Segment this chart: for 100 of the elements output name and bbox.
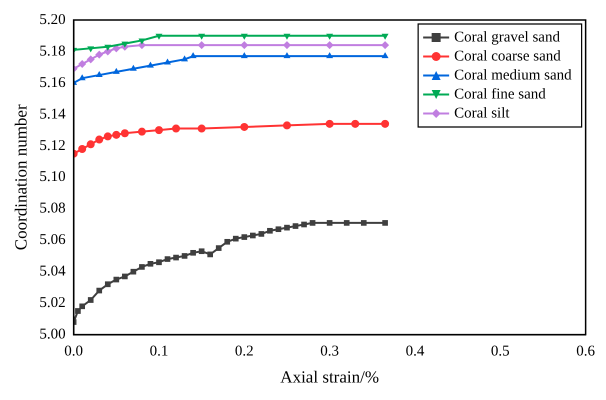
point	[190, 52, 197, 58]
y-tick-label: 5.04	[39, 264, 66, 280]
point	[130, 268, 136, 275]
x-tick-label: 0.4	[406, 344, 425, 360]
point	[96, 71, 103, 78]
point	[240, 34, 248, 40]
point	[276, 226, 282, 232]
point	[138, 128, 146, 136]
point	[112, 130, 120, 139]
point	[310, 220, 316, 226]
point	[96, 288, 102, 294]
point	[120, 129, 129, 138]
point	[75, 308, 81, 314]
point	[240, 122, 248, 131]
point	[326, 34, 334, 40]
point	[78, 74, 86, 80]
point	[112, 68, 120, 74]
point	[284, 34, 290, 40]
point	[360, 220, 367, 226]
point	[78, 144, 86, 153]
point	[292, 223, 298, 229]
point	[381, 41, 390, 50]
point	[190, 250, 196, 256]
point	[87, 46, 94, 52]
point	[382, 34, 389, 40]
x-axis-title: Axial strain/%	[280, 367, 379, 386]
point	[78, 60, 86, 68]
point	[326, 120, 334, 128]
point	[282, 41, 291, 50]
point	[172, 124, 180, 133]
point	[224, 238, 230, 245]
point	[154, 126, 163, 134]
y-tick-label: 5.12	[39, 138, 66, 154]
y-tick-label: 5.18	[39, 43, 66, 60]
point	[301, 222, 307, 228]
point	[198, 41, 206, 50]
point	[104, 44, 112, 51]
y-tick-label: 5.08	[39, 200, 66, 217]
legend-label: Coral coarse sand	[454, 48, 562, 64]
y-tick-label: 5.20	[39, 12, 66, 28]
point	[240, 41, 248, 50]
point	[351, 120, 360, 128]
point	[241, 234, 248, 240]
x-tick-label: 0.0	[64, 344, 84, 360]
point	[198, 248, 204, 254]
point	[104, 281, 111, 288]
point	[258, 231, 264, 237]
y-axis-title: Coordination number	[12, 104, 31, 250]
point	[198, 34, 206, 40]
point	[216, 245, 222, 251]
point	[130, 64, 137, 71]
point	[164, 256, 170, 262]
legend-label: Coral gravel sand	[454, 29, 560, 46]
x-tick-label: 0.3	[320, 344, 340, 360]
point	[250, 232, 256, 238]
point	[382, 52, 389, 58]
legend-label: Coral medium sand	[454, 67, 572, 84]
point	[173, 254, 179, 260]
legend-label: Coral fine sand	[454, 86, 546, 102]
point	[182, 253, 188, 259]
point	[121, 42, 128, 48]
y-tick-label: 5.02	[39, 295, 66, 312]
point	[156, 259, 162, 266]
y-tick-label: 5.16	[39, 74, 66, 91]
point	[267, 228, 273, 234]
point	[95, 50, 104, 59]
point	[326, 220, 332, 226]
point	[95, 136, 104, 144]
point	[122, 274, 128, 280]
point	[104, 132, 112, 140]
y-tick-label: 5.06	[39, 232, 66, 248]
point	[138, 38, 146, 44]
point	[148, 260, 154, 267]
point	[156, 34, 162, 40]
point	[326, 41, 334, 50]
point	[79, 303, 86, 310]
x-tick-label: 0.5	[490, 344, 510, 360]
point	[381, 120, 390, 128]
point	[88, 297, 94, 303]
point	[240, 52, 248, 58]
x-tick-label: 0.6	[576, 344, 596, 360]
point	[326, 52, 334, 58]
legend-label: Coral silt	[454, 105, 510, 122]
point	[232, 236, 239, 242]
point	[113, 276, 120, 282]
point	[86, 140, 95, 148]
point	[139, 264, 145, 270]
point	[282, 121, 291, 130]
point	[86, 55, 95, 64]
point	[344, 220, 350, 226]
x-tick-label: 0.1	[150, 344, 168, 360]
point	[284, 52, 290, 58]
point	[382, 220, 388, 226]
y-tick-label: 5.14	[39, 106, 66, 122]
y-tick-label: 5.00	[39, 326, 66, 343]
point	[198, 124, 206, 133]
x-tick-label: 0.2	[234, 344, 254, 360]
point	[181, 55, 188, 62]
point	[207, 252, 214, 258]
point	[284, 224, 290, 230]
